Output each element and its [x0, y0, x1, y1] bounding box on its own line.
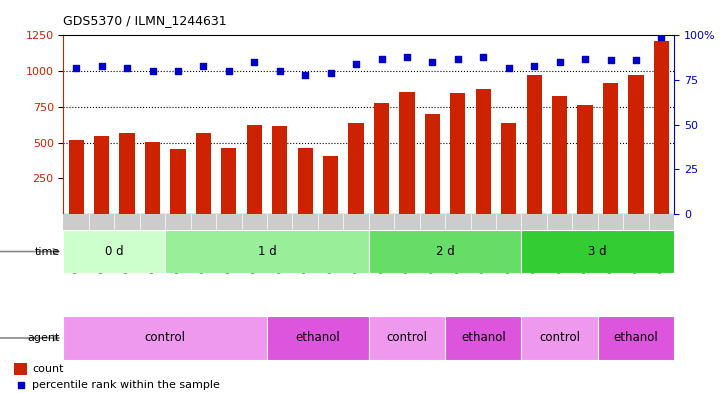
- Point: [249, 59, 260, 65]
- Point: [198, 62, 209, 69]
- Text: 3 d: 3 d: [588, 245, 607, 258]
- Bar: [293, 214, 318, 230]
- Bar: [572, 214, 598, 230]
- Point: [630, 57, 642, 64]
- Bar: [323, 156, 338, 214]
- Text: GDS5370 / ILMN_1244631: GDS5370 / ILMN_1244631: [63, 15, 227, 28]
- Bar: [115, 214, 140, 230]
- Bar: [501, 123, 516, 214]
- Bar: [272, 126, 288, 214]
- Bar: [450, 93, 466, 214]
- Text: agent: agent: [27, 333, 60, 343]
- Bar: [521, 214, 547, 230]
- Bar: [120, 133, 135, 214]
- Bar: [68, 140, 84, 214]
- Point: [579, 55, 590, 62]
- Text: 1 d: 1 d: [257, 245, 276, 258]
- Bar: [598, 214, 623, 230]
- Bar: [526, 75, 541, 214]
- Point: [172, 68, 184, 74]
- Bar: [521, 230, 674, 273]
- Point: [655, 34, 667, 40]
- Text: control: control: [145, 331, 186, 345]
- Bar: [89, 214, 115, 230]
- Text: 2 d: 2 d: [435, 245, 454, 258]
- Text: percentile rank within the sample: percentile rank within the sample: [32, 380, 220, 389]
- Point: [427, 59, 438, 65]
- Bar: [628, 75, 644, 214]
- Bar: [165, 214, 190, 230]
- Bar: [368, 214, 394, 230]
- Bar: [598, 316, 674, 360]
- Text: control: control: [386, 331, 428, 345]
- Point: [477, 54, 489, 60]
- Bar: [521, 316, 598, 360]
- Point: [147, 68, 159, 74]
- Bar: [476, 89, 491, 214]
- Bar: [190, 214, 216, 230]
- Text: ethanol: ethanol: [614, 331, 658, 345]
- Bar: [496, 214, 521, 230]
- Point: [401, 54, 412, 60]
- Bar: [445, 316, 521, 360]
- Text: time: time: [35, 246, 60, 257]
- Bar: [140, 214, 165, 230]
- Bar: [425, 114, 440, 214]
- Point: [528, 62, 540, 69]
- Bar: [298, 149, 313, 214]
- Bar: [578, 105, 593, 214]
- Bar: [247, 125, 262, 214]
- Bar: [63, 230, 165, 273]
- Point: [325, 70, 337, 76]
- Point: [299, 72, 311, 78]
- Text: 0 d: 0 d: [105, 245, 123, 258]
- Bar: [399, 92, 415, 214]
- Bar: [221, 149, 236, 214]
- Bar: [654, 41, 669, 214]
- Bar: [145, 142, 160, 214]
- Bar: [94, 136, 110, 214]
- Bar: [63, 316, 267, 360]
- Bar: [348, 123, 363, 214]
- Bar: [368, 316, 445, 360]
- Point: [605, 57, 616, 64]
- Point: [554, 59, 565, 65]
- Bar: [471, 214, 496, 230]
- Bar: [14, 363, 27, 375]
- Bar: [420, 214, 445, 230]
- Bar: [374, 103, 389, 214]
- Bar: [623, 214, 649, 230]
- Point: [274, 68, 286, 74]
- Point: [121, 64, 133, 71]
- Bar: [368, 230, 521, 273]
- Bar: [216, 214, 242, 230]
- Point: [452, 55, 464, 62]
- Point: [482, 297, 493, 303]
- Bar: [603, 83, 618, 214]
- Point: [96, 62, 107, 69]
- Point: [350, 61, 362, 67]
- Bar: [242, 214, 267, 230]
- Text: ethanol: ethanol: [296, 331, 340, 345]
- Point: [376, 55, 387, 62]
- Bar: [165, 230, 368, 273]
- Text: count: count: [32, 364, 63, 374]
- Bar: [318, 214, 343, 230]
- Text: control: control: [539, 331, 580, 345]
- Point: [503, 64, 515, 71]
- Bar: [394, 214, 420, 230]
- Bar: [267, 214, 293, 230]
- Point: [71, 64, 82, 71]
- Bar: [445, 214, 471, 230]
- Bar: [649, 214, 674, 230]
- Bar: [196, 133, 211, 214]
- Bar: [267, 316, 368, 360]
- Bar: [170, 149, 185, 214]
- Bar: [343, 214, 368, 230]
- Bar: [547, 214, 572, 230]
- Bar: [63, 214, 89, 230]
- Text: ethanol: ethanol: [461, 331, 505, 345]
- Point: [223, 68, 234, 74]
- Bar: [552, 96, 567, 214]
